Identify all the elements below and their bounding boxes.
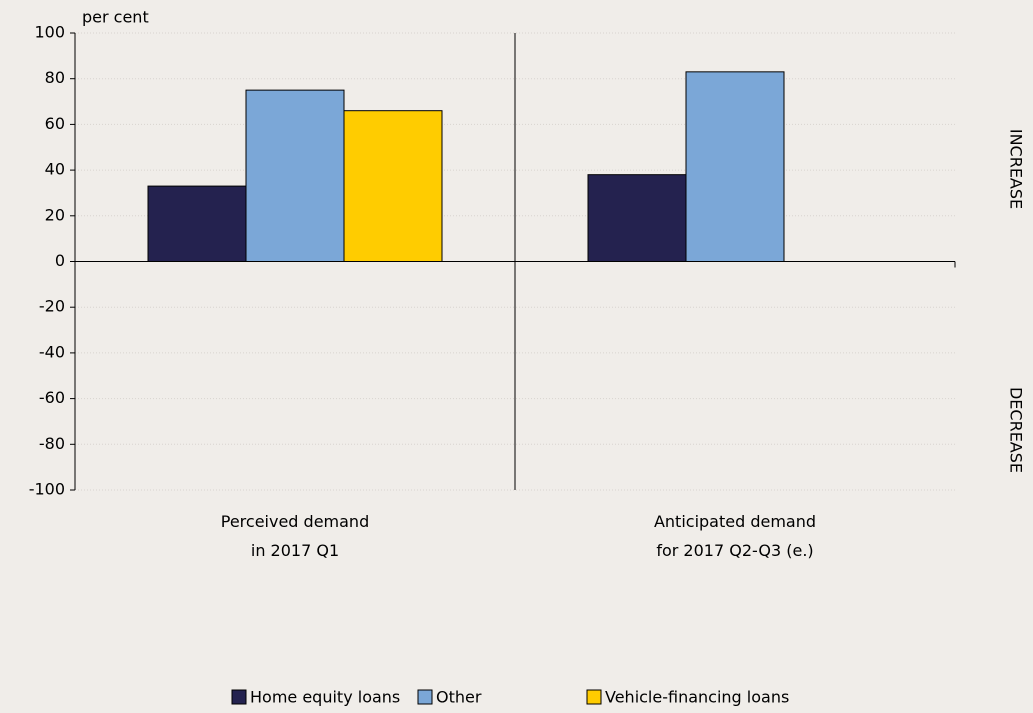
y-tick-label: 0 bbox=[55, 251, 65, 270]
legend-swatch bbox=[231, 689, 247, 705]
bar bbox=[245, 89, 345, 262]
side-label: INCREASE bbox=[1007, 129, 1026, 209]
y-tick-label: 20 bbox=[45, 205, 65, 224]
y-tick-label: -60 bbox=[39, 388, 65, 407]
y-tick-label: 100 bbox=[34, 23, 65, 42]
side-label: DECREASE bbox=[1007, 387, 1026, 473]
bar bbox=[147, 185, 247, 262]
legend-label: Home equity loans bbox=[250, 688, 400, 707]
legend-swatch bbox=[586, 689, 602, 705]
y-tick-label: -80 bbox=[39, 434, 65, 453]
y-tick-label: 80 bbox=[45, 68, 65, 87]
legend-label: Other bbox=[436, 688, 482, 707]
x-tick-line: Anticipated demand bbox=[654, 512, 816, 531]
y-tick-label: 60 bbox=[45, 114, 65, 133]
x-tick-label: Perceived demand in 2017 Q1 bbox=[221, 512, 369, 560]
y-axis-label: per cent bbox=[82, 8, 149, 27]
bar bbox=[685, 71, 785, 262]
x-tick-line: for 2017 Q2-Q3 (e.) bbox=[656, 541, 813, 560]
bar bbox=[343, 110, 443, 262]
y-tick-label: -40 bbox=[39, 342, 65, 361]
bar bbox=[587, 174, 687, 262]
legend-swatch bbox=[417, 689, 433, 705]
x-tick-line: in 2017 Q1 bbox=[251, 541, 339, 560]
legend-label: Vehicle-financing loans bbox=[605, 688, 789, 707]
x-tick-label: Anticipated demand for 2017 Q2-Q3 (e.) bbox=[654, 512, 816, 560]
y-tick-label: 40 bbox=[45, 160, 65, 179]
y-tick-label: -20 bbox=[39, 297, 65, 316]
x-tick-line: Perceived demand bbox=[221, 512, 369, 531]
y-tick-label: -100 bbox=[29, 480, 65, 499]
